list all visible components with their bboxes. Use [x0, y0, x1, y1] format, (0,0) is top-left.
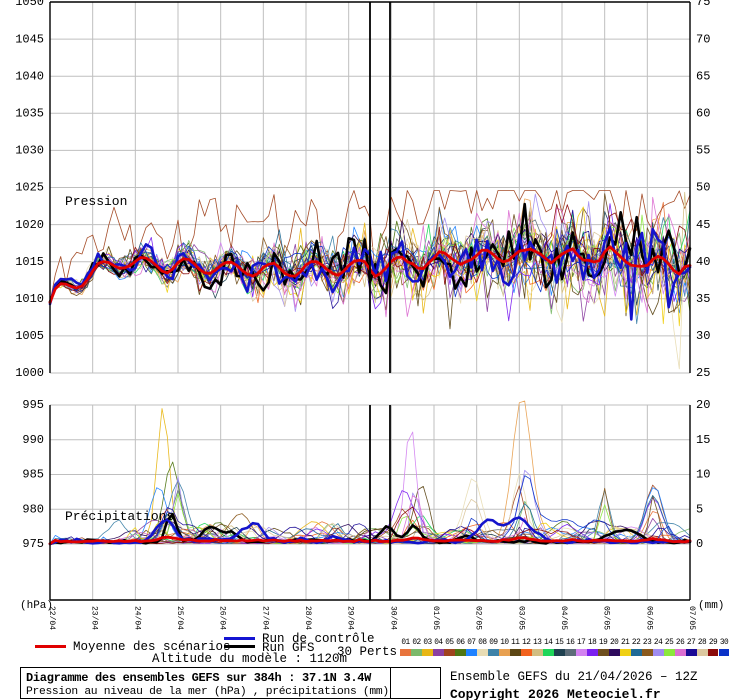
svg-text:1040: 1040	[15, 69, 44, 83]
svg-text:995: 995	[22, 398, 44, 412]
svg-text:28/04: 28/04	[303, 606, 312, 630]
svg-text:75: 75	[696, 0, 710, 9]
svg-text:29/04: 29/04	[346, 606, 355, 630]
svg-text:0: 0	[696, 537, 703, 551]
svg-text:55: 55	[696, 144, 710, 158]
svg-text:1045: 1045	[15, 32, 44, 46]
svg-text:35: 35	[696, 292, 710, 306]
svg-text:(hPa): (hPa)	[20, 600, 53, 612]
svg-text:1050: 1050	[15, 0, 44, 9]
svg-text:985: 985	[22, 468, 44, 482]
svg-text:980: 980	[22, 502, 44, 516]
svg-text:30/04: 30/04	[388, 606, 397, 630]
svg-text:1025: 1025	[15, 181, 44, 195]
svg-text:07/05: 07/05	[687, 606, 696, 630]
svg-text:1010: 1010	[15, 292, 44, 306]
svg-text:04/05: 04/05	[559, 606, 568, 630]
svg-text:(mm): (mm)	[698, 600, 724, 612]
svg-text:5: 5	[696, 502, 703, 516]
svg-text:40: 40	[696, 255, 710, 269]
svg-text:24/04: 24/04	[132, 606, 141, 630]
svg-text:60: 60	[696, 106, 710, 120]
svg-text:15: 15	[696, 433, 710, 447]
svg-text:23/04: 23/04	[90, 606, 99, 630]
svg-text:01/05: 01/05	[431, 606, 440, 630]
svg-text:05/05: 05/05	[602, 606, 611, 630]
svg-text:30: 30	[696, 329, 710, 343]
svg-text:06/05: 06/05	[644, 606, 653, 630]
svg-text:Pression: Pression	[65, 194, 127, 209]
svg-text:975: 975	[22, 537, 44, 551]
svg-text:1015: 1015	[15, 255, 44, 269]
svg-text:02/05: 02/05	[474, 606, 483, 630]
svg-text:1030: 1030	[15, 144, 44, 158]
svg-text:03/05: 03/05	[516, 606, 525, 630]
svg-text:65: 65	[696, 69, 710, 83]
svg-text:50: 50	[696, 181, 710, 195]
svg-text:27/04: 27/04	[260, 606, 269, 630]
svg-text:25/04: 25/04	[175, 606, 184, 630]
svg-text:26/04: 26/04	[218, 606, 227, 630]
svg-text:1005: 1005	[15, 329, 44, 343]
svg-text:20: 20	[696, 398, 710, 412]
svg-text:25: 25	[696, 366, 710, 380]
svg-text:70: 70	[696, 32, 710, 46]
svg-text:990: 990	[22, 433, 44, 447]
svg-text:Précipitations: Précipitations	[65, 509, 174, 524]
svg-text:45: 45	[696, 218, 710, 232]
svg-text:1000: 1000	[15, 366, 44, 380]
svg-text:10: 10	[696, 468, 710, 482]
svg-text:1035: 1035	[15, 106, 44, 120]
svg-text:1020: 1020	[15, 218, 44, 232]
